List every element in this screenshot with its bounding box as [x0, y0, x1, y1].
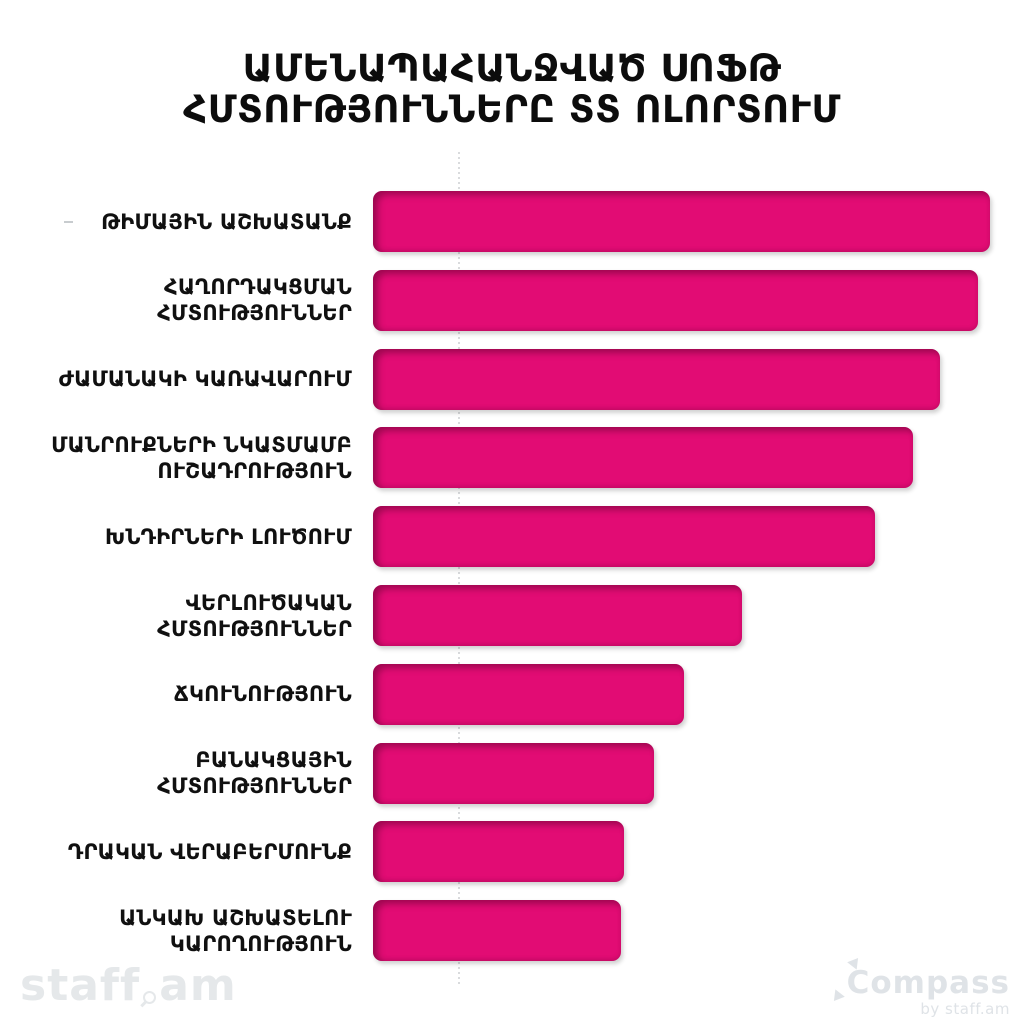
chart-row: ԺԱՄԱՆԱԿԻ ԿԱՌԱՎԱՐՈՒՄ — [0, 348, 1024, 410]
bar — [373, 663, 684, 725]
bar-label-line: ԲԱՆԱԿՑԱՅԻՆ — [195, 748, 352, 773]
bar-label-line: ՀՄՏՈՒԹՅՈՒՆՆԵՐ — [157, 616, 352, 641]
stray-dash-mark — [64, 221, 73, 223]
bar-label: ՎԵՐԼՈՒԾԱԿԱՆ ՀՄՏՈՒԹՅՈՒՆՆԵՐ — [22, 585, 352, 646]
chart-row: ԽՆԴԻՐՆԵՐԻ ԼՈՒԾՈՒՄ — [0, 506, 1024, 568]
compass-logo-word: Compass — [828, 954, 1010, 1005]
bar-label-line: ԴՐԱԿԱՆ ՎԵՐԱԲԵՐՄՈՒՆՔ — [67, 839, 352, 864]
bar-label-line: ԺԱՄԱՆԱԿԻ ԿԱՌԱՎԱՐՈՒՄ — [58, 367, 352, 392]
bar — [373, 900, 621, 962]
staffam-logo: staff am — [20, 962, 237, 1010]
compass-logo: Compass by staff.am — [828, 954, 1010, 1018]
bar-label: ԽՆԴԻՐՆԵՐԻ ԼՈՒԾՈՒՄ — [22, 506, 352, 567]
bar-label-line: ԽՆԴԻՐՆԵՐԻ ԼՈՒԾՈՒՄ — [104, 524, 352, 549]
magnifier-icon — [143, 991, 157, 1004]
bar-label-line: ՄԱՆՐՈՒՔՆԵՐԻ ՆԿԱՏՄԱՄԲ — [51, 432, 352, 457]
chart-row: ՀԱՂՈՐԴԱԿՑՄԱՆ ՀՄՏՈՒԹՅՈՒՆՆԵՐ — [0, 269, 1024, 331]
bar — [373, 821, 624, 883]
bar — [373, 506, 875, 568]
chart-title-line1: ԱՄԵՆԱՊԱՀԱՆՋՎԱԾ ՍՈՖԹ — [242, 47, 782, 90]
compass-logo-text: Compass — [846, 965, 1010, 1001]
bar — [373, 742, 654, 804]
bar-label-line: ԿԱՐՈՂՈՒԹՅՈՒՆ — [169, 931, 352, 956]
bar-label-line: ՀՄՏՈՒԹՅՈՒՆՆԵՐ — [157, 301, 352, 326]
bar-label-line: ԱՆԿԱԽ ԱՇԽԱՏԵԼՈՒ — [119, 905, 352, 930]
compass-logo-byline: by staff.am — [920, 1000, 1010, 1018]
chart-row: ԱՆԿԱԽ ԱՇԽԱՏԵԼՈՒ ԿԱՐՈՂՈՒԹՅՈՒՆ — [0, 900, 1024, 962]
bar-label-line: ՀԱՂՈՐԴԱԿՑՄԱՆ — [163, 275, 352, 300]
bar-label: ՀԱՂՈՐԴԱԿՑՄԱՆ ՀՄՏՈՒԹՅՈՒՆՆԵՐ — [22, 270, 352, 331]
bar-label-line: ԹԻՄԱՅԻՆ ԱՇԽԱՏԱՆՔ — [101, 209, 352, 234]
bar — [373, 191, 990, 252]
staffam-logo-text-post: am — [159, 960, 237, 1011]
bar — [373, 348, 940, 410]
bar-label: ԲԱՆԱԿՑԱՅԻՆ ՀՄՏՈՒԹՅՈՒՆՆԵՐ — [22, 743, 352, 804]
chart-row: ԲԱՆԱԿՑԱՅԻՆ ՀՄՏՈՒԹՅՈՒՆՆԵՐ — [0, 742, 1024, 804]
chart-row: ԹԻՄԱՅԻՆ ԱՇԽԱՏԱՆՔ — [0, 191, 1024, 252]
dotted-gridline — [458, 152, 460, 985]
chart-row: ԴՐԱԿԱՆ ՎԵՐԱԲԵՐՄՈՒՆՔ — [0, 821, 1024, 883]
bar — [373, 427, 913, 489]
bar-label: ԱՆԿԱԽ ԱՇԽԱՏԵԼՈՒ ԿԱՐՈՂՈՒԹՅՈՒՆ — [22, 900, 352, 961]
bar-label-line: ՀՄՏՈՒԹՅՈՒՆՆԵՐ — [157, 774, 352, 799]
bar-label: ՃԿՈՒՆՈՒԹՅՈՒՆ — [22, 664, 352, 725]
chart-row: ՃԿՈՒՆՈՒԹՅՈՒՆ — [0, 663, 1024, 725]
bar — [373, 585, 742, 646]
bar-label-line: ՃԿՈՒՆՈՒԹՅՈՒՆ — [174, 682, 352, 707]
chart-title-line2: ՀՄՏՈՒԹՅՈՒՆՆԵՐԸ ՏՏ ՈԼՈՐՏՈՒՄ — [183, 88, 841, 131]
chart-title: ԱՄԵՆԱՊԱՀԱՆՋՎԱԾ ՍՈՖԹ ՀՄՏՈՒԹՅՈՒՆՆԵՐԸ ՏՏ ՈԼ… — [0, 48, 1024, 130]
bar-label-line: ՈՒՇԱԴՐՈՒԹՅՈՒՆ — [157, 458, 352, 483]
bar-label: ԹԻՄԱՅԻՆ ԱՇԽԱՏԱՆՔ — [22, 191, 352, 252]
bar-label: ԺԱՄԱՆԱԿԻ ԿԱՌԱՎԱՐՈՒՄ — [22, 349, 352, 410]
chart-row: ՄԱՆՐՈՒՔՆԵՐԻ ՆԿԱՏՄԱՄԲ ՈՒՇԱԴՐՈՒԹՅՈՒՆ — [0, 427, 1024, 489]
bar — [373, 269, 978, 331]
bar-label-line: ՎԵՐԼՈՒԾԱԿԱՆ — [185, 590, 352, 615]
staffam-logo-text-pre: staff — [20, 960, 141, 1011]
bar-label: ՄԱՆՐՈՒՔՆԵՐԻ ՆԿԱՏՄԱՄԲ ՈՒՇԱԴՐՈՒԹՅՈՒՆ — [22, 427, 352, 488]
chart-row: ՎԵՐԼՈՒԾԱԿԱՆ ՀՄՏՈՒԹՅՈՒՆՆԵՐ — [0, 585, 1024, 646]
bar-label: ԴՐԱԿԱՆ ՎԵՐԱԲԵՐՄՈՒՆՔ — [22, 821, 352, 882]
